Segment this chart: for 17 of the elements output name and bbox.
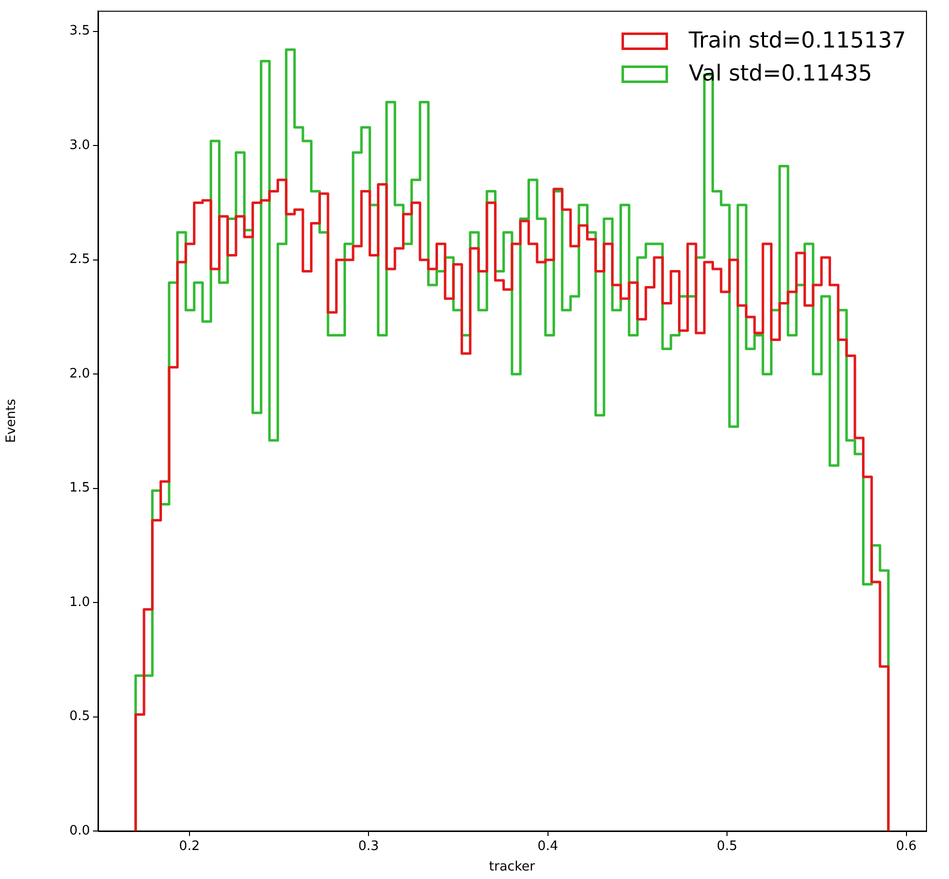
y-tick-label: 3.0 — [69, 138, 90, 153]
y-tick-label: 0.0 — [69, 823, 90, 838]
y-tick-label: 1.5 — [69, 480, 90, 496]
y-tick-label: 1.0 — [69, 594, 90, 610]
x-tick-label: 0.6 — [896, 839, 917, 854]
y-tick-label: 3.5 — [69, 24, 90, 39]
x-tick-label: 0.2 — [179, 839, 200, 854]
y-tick-label: 0.5 — [69, 709, 90, 724]
x-axis-title: tracker — [489, 860, 536, 875]
x-tick-label: 0.5 — [716, 839, 738, 854]
y-axis-title: Events — [4, 398, 20, 443]
x-tick-label: 0.3 — [358, 839, 379, 854]
y-tick-label: 2.5 — [69, 252, 90, 268]
legend-label: Train std=0.115137 — [688, 28, 906, 54]
legend-label: Val std=0.11435 — [688, 62, 872, 87]
y-tick-label: 2.0 — [69, 366, 90, 382]
x-tick-label: 0.4 — [538, 839, 558, 854]
